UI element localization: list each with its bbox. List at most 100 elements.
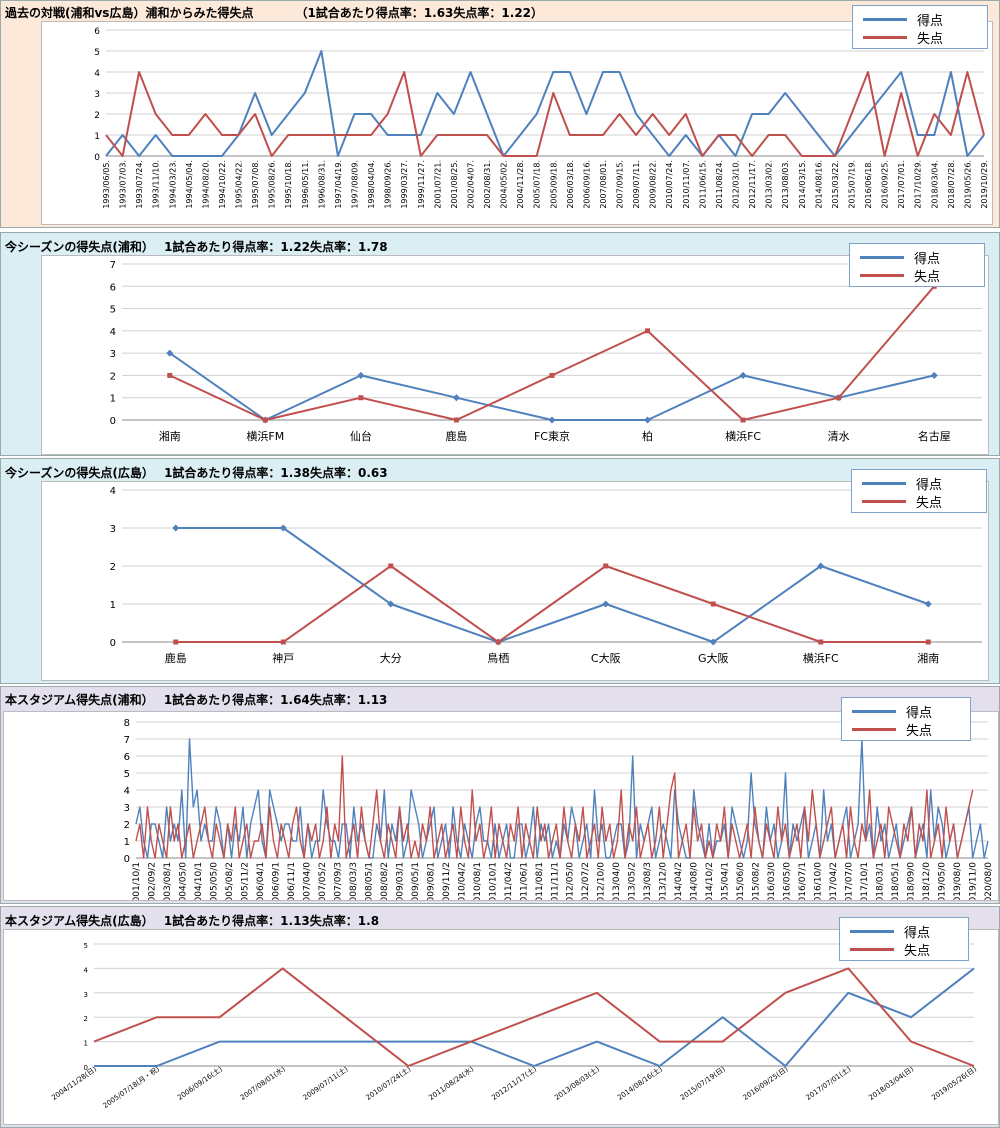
point-score xyxy=(602,600,610,608)
x-tick-label: 2011/08/24. xyxy=(715,160,724,209)
x-tick-label: 2011/06/15. xyxy=(698,160,707,209)
x-tick-label: 2014/10/2 xyxy=(705,862,715,900)
x-tick-label: 2006/09/16(土) xyxy=(175,1064,224,1102)
x-tick-label: 2018/12/0 xyxy=(922,862,932,900)
y-tick-label: 4 xyxy=(110,486,116,497)
y-tick-label: 0 xyxy=(110,416,116,427)
x-tick-label: 1999/03/27. xyxy=(400,160,409,209)
x-tick-label: 1993/07/03. xyxy=(119,160,128,209)
x-tick-label: 2019/05/0 xyxy=(938,862,948,900)
y-tick-label: 3 xyxy=(124,803,130,814)
x-tick-label: 2013/08/03(土) xyxy=(553,1064,602,1102)
panel-season-urawa: 今シーズンの得失点(浦和） 1試合あたり得点率：1.22失点率：1.78 0 1 2… xyxy=(0,232,1000,456)
point-concede xyxy=(262,417,268,423)
x-tick-label: 2011/08/24(水) xyxy=(427,1064,476,1102)
y-tick-label: 5 xyxy=(94,48,100,58)
x-tick-label: 2010/10/1 xyxy=(488,862,498,900)
y-tick-label: 2 xyxy=(94,111,100,121)
y-tick-label: 7 xyxy=(124,735,130,746)
legend-label-concede: 失点 xyxy=(906,724,933,739)
x-tick-label: 2014/08/16. xyxy=(814,160,823,209)
y-tick-label: 6 xyxy=(110,282,116,293)
x-tick-label: 2016/10/0 xyxy=(814,862,824,900)
y-tick-label: 0 xyxy=(84,1064,88,1072)
y-tick-label: 4 xyxy=(94,69,100,79)
panel-stadium-urawa: 本スタジアム得失点(浦和） 1試合あたり得点率：1.64失点率：1.13 0 1 2… xyxy=(0,686,1000,908)
x-tick-label: 1998/09/26. xyxy=(384,160,393,209)
x-tick-label: 2009/11/2 xyxy=(442,862,452,900)
legend: 得点 失点 xyxy=(841,697,971,741)
y-tick-label: 5 xyxy=(124,769,130,780)
x-tick-label: 2012/10/0 xyxy=(597,862,607,900)
legend-label-score: 得点 xyxy=(914,252,941,267)
x-tick-label: 2020/08/0 xyxy=(984,862,994,900)
x-tick-label: 2013/03/02. xyxy=(765,160,774,209)
legend-label-score: 得点 xyxy=(904,926,931,941)
x-tick-label: 2003/08/1 xyxy=(163,862,173,900)
point-concede xyxy=(388,563,394,569)
x-tick-label: 1997/04/19. xyxy=(334,160,343,209)
legend-swatch-score xyxy=(860,256,904,259)
y-tick-label: 2 xyxy=(84,1015,88,1023)
x-tick-label: 2001/07/21. xyxy=(433,160,442,209)
y-tick-label: 2 xyxy=(124,820,130,831)
x-tick-label: 2002/08/31. xyxy=(483,160,492,209)
series-line-score xyxy=(94,967,975,1067)
x-tick-label: 2004/11/28. xyxy=(516,160,525,209)
x-tick-label: 2006/04/1 xyxy=(256,862,266,900)
point-concede xyxy=(495,639,501,645)
x-tick-label: 横浜FC xyxy=(725,429,761,443)
x-tick-label: 2011/04/2 xyxy=(504,862,514,900)
x-tick-label: 横浜FC xyxy=(803,651,839,665)
x-tick-label: 1999/11/27. xyxy=(417,160,426,209)
x-tick-label: 2016/07/1 xyxy=(798,862,808,900)
y-tick-label: 1 xyxy=(110,394,116,405)
point-concede xyxy=(167,372,173,378)
point-concede xyxy=(740,417,746,423)
x-tick-label: 仙台 xyxy=(350,429,372,443)
legend-label-score: 得点 xyxy=(916,478,943,493)
x-tick-label: 2004/05/02. xyxy=(500,160,509,209)
x-tick-label: 柏 xyxy=(642,429,653,443)
x-tick-label: 2008/05/1 xyxy=(364,862,374,900)
series-line-score xyxy=(175,527,929,643)
x-tick-label: 2018/03/1 xyxy=(876,862,886,900)
x-tick-label: 2007/08/01. xyxy=(599,160,608,209)
legend-swatch-concede xyxy=(852,728,896,731)
x-tick-label: 2019/05/26(日) xyxy=(930,1065,978,1102)
x-tick-label: 2009/07/11(土) xyxy=(301,1064,350,1102)
legend-label-concede: 失点 xyxy=(914,270,941,285)
x-tick-label: 1995/10/18. xyxy=(284,160,293,209)
x-tick-label: 2018/05/1 xyxy=(891,862,901,900)
x-tick-label: 2017/10/29. xyxy=(914,160,923,209)
y-tick-label: 7 xyxy=(110,260,116,271)
x-tick-label: 2018/07/28. xyxy=(947,160,956,209)
x-tick-label: 2017/07/0 xyxy=(845,862,855,900)
x-tick-label: 鳥栖 xyxy=(487,651,509,665)
chart-stadium-urawa: 0 1 2 3 4 5 6 7 8 2001/10/1 2002/09/2 2003/08/1 2004… xyxy=(124,718,994,908)
series-line-concede xyxy=(93,967,975,1067)
panel-stadium-hiroshima: 本スタジアム得失点(広島） 1試合あたり得点率：1.13失点率：1.8 0 1 2 3… xyxy=(0,906,1000,1128)
x-tick-label: 2013/08/03. xyxy=(781,160,790,209)
x-tick-label: 1994/03/23. xyxy=(168,160,177,209)
x-tick-label: 2012/07/2 xyxy=(581,862,591,900)
x-tick-label: 2010/04/2 xyxy=(457,862,467,900)
point-score xyxy=(452,394,460,402)
x-tick-label: 神戸 xyxy=(272,651,294,665)
legend-label-concede: 失点 xyxy=(904,944,931,959)
legend-label-concede: 失点 xyxy=(917,32,944,47)
x-tick-label: 2012/11/17(土) xyxy=(490,1064,539,1102)
x-tick-label: 2011/11/1 xyxy=(550,862,560,900)
x-tick-label: 2013/04/0 xyxy=(612,862,622,900)
x-tick-label: 2019/08/0 xyxy=(953,862,963,900)
x-tick-label: 2017/07/01. xyxy=(897,160,906,209)
y-tick-label: 5 xyxy=(110,305,116,316)
y-tick-label: 3 xyxy=(110,524,116,535)
y-tick-label: 1 xyxy=(124,837,130,848)
x-tick-label: 2006/11/1 xyxy=(287,862,297,900)
y-tick-label: 3 xyxy=(94,90,100,100)
point-concede xyxy=(645,328,651,334)
x-tick-label: 2015/07/19. xyxy=(847,160,856,209)
x-tick-label: 2004/05/0 xyxy=(178,862,188,900)
x-tick-label: 2005/11/2 xyxy=(240,862,250,900)
